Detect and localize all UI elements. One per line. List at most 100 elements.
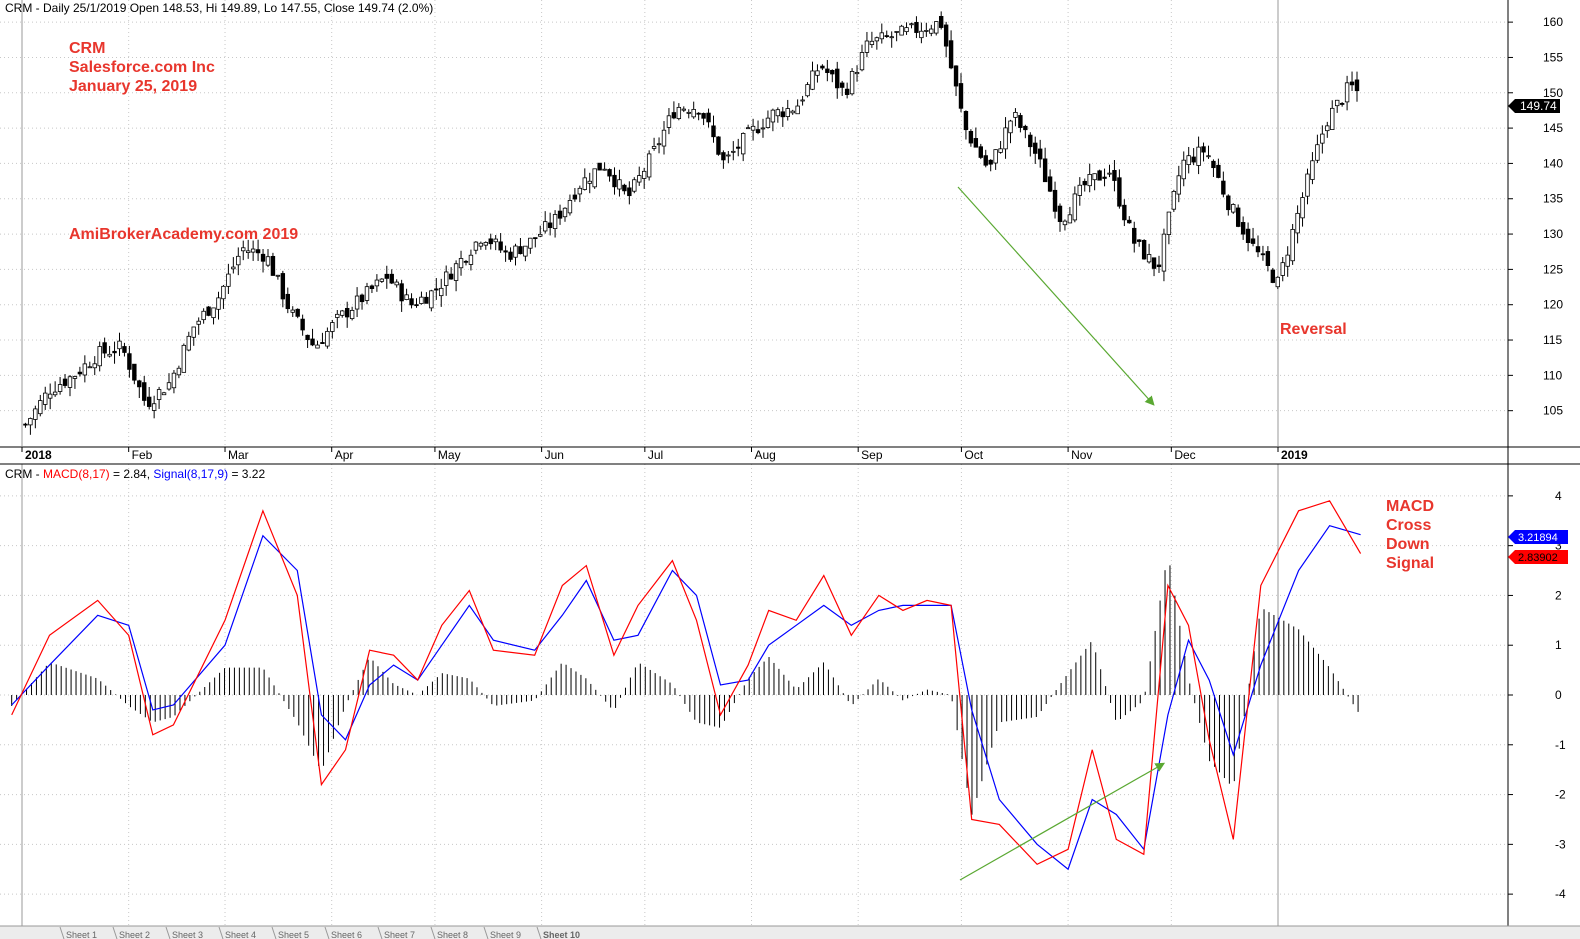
candle-up [97,346,102,367]
candle-up [325,330,330,347]
candle-down [1255,246,1261,253]
price-tick-label: 125 [1543,262,1563,276]
price-tick-label: 130 [1543,227,1563,241]
candle-up [651,145,657,149]
candle-up [765,117,771,128]
macd-tick-label: -3 [1555,837,1566,851]
candle-up [1206,155,1211,158]
candle-up [33,408,38,420]
candle-up [1334,99,1340,107]
last-price-label: 149.74 [1520,99,1557,113]
candle-up [1092,173,1097,181]
candle-down [62,378,68,386]
candle-down [1122,204,1127,221]
x-tick-label: Sep [861,448,883,462]
sheet-tab[interactable]: Sheet 5 [278,930,309,939]
candle-up [87,366,92,369]
candle-up [909,23,914,26]
candle-up [889,36,894,39]
candle-up [904,27,909,33]
candle-up [211,307,216,319]
candle-down [1037,148,1043,160]
candle-up [196,320,201,325]
x-tick-label: Nov [1071,448,1092,462]
price-tick-label: 115 [1543,333,1562,347]
candle-down [1018,115,1023,128]
x-tick-label: Dec [1174,448,1195,462]
candle-down [958,83,964,109]
sheet-tab[interactable]: Sheet 6 [331,930,362,939]
candle-up [1295,212,1300,234]
candle-up [1107,172,1112,175]
macd-tick-label: 2 [1555,588,1562,602]
candle-up [1161,233,1167,272]
candle-down [300,318,305,331]
sheet-tab[interactable]: Sheet 10 [543,930,580,939]
candle-up [191,326,196,338]
sheet-tab[interactable]: Sheet 4 [225,930,256,939]
candle-up [468,254,474,265]
candle-down [142,382,147,401]
candle-down [627,187,632,197]
company-annotation: Salesforce.com Inc [69,59,215,76]
candle-up [1087,173,1092,187]
candle-up [443,271,449,286]
macd-value-marker: 2.83902 [1508,550,1568,564]
candle-up [171,372,177,389]
macd-tick-label: -2 [1555,788,1566,802]
candle-up [1166,211,1172,235]
candle-down [1082,180,1087,186]
candle-up [1013,112,1018,118]
sheet-tab[interactable]: Sheet 2 [119,930,150,939]
candle-down [914,21,919,33]
candle-up [745,127,751,130]
candle-up [686,111,691,114]
candle-up [290,309,295,313]
macd-note-line-3: Down [1386,536,1430,553]
candle-up [1280,262,1285,276]
sheet-tab-edge [59,926,65,939]
candle-up [161,392,167,396]
candle-down [1250,238,1256,244]
sheet-tab[interactable]: Sheet 1 [66,930,97,939]
candle-up [364,286,370,301]
candle-down [780,111,785,118]
candle-down [1226,195,1231,211]
candle-down [399,283,404,302]
candle-up [1320,133,1325,144]
candle-up [166,382,172,390]
sheet-tab[interactable]: Sheet 8 [437,930,468,939]
candle-down [711,125,716,138]
candle-down [963,111,969,131]
ticker-annotation: CRM [69,40,105,57]
candle-down [137,380,142,388]
candle-down [1211,160,1216,169]
candle-down [701,113,706,119]
signal-value-marker: 3.21894 [1508,530,1568,544]
candle-down [1023,125,1028,131]
candle-down [1141,240,1147,260]
candle-down [1112,170,1117,181]
candle-up [92,363,97,369]
x-tick-label: May [438,448,461,462]
candle-down [1117,177,1122,207]
candle-up [250,248,256,253]
price-header: CRM - Daily 25/1/2019 Open 148.53, Hi 14… [5,1,433,15]
candle-up [473,241,479,251]
candle-up [552,214,558,229]
candle-up [924,29,929,32]
sheet-tab[interactable]: Sheet 3 [172,930,203,939]
brand-annotation: AmiBrokerAcademy.com 2019 [69,226,298,243]
candle-down [1349,81,1355,86]
candle-down [671,112,677,119]
candle-up [38,400,43,415]
candle-down [127,353,132,370]
macd-header-macd-value: = 2.84, [110,467,154,481]
x-tick-label: Oct [964,448,983,462]
sheet-tab[interactable]: Sheet 9 [490,930,521,939]
candle-down [285,293,290,310]
candle-up [57,384,63,392]
candle-up [750,125,756,131]
sheet-tab[interactable]: Sheet 7 [384,930,415,939]
candle-up [1231,204,1236,213]
